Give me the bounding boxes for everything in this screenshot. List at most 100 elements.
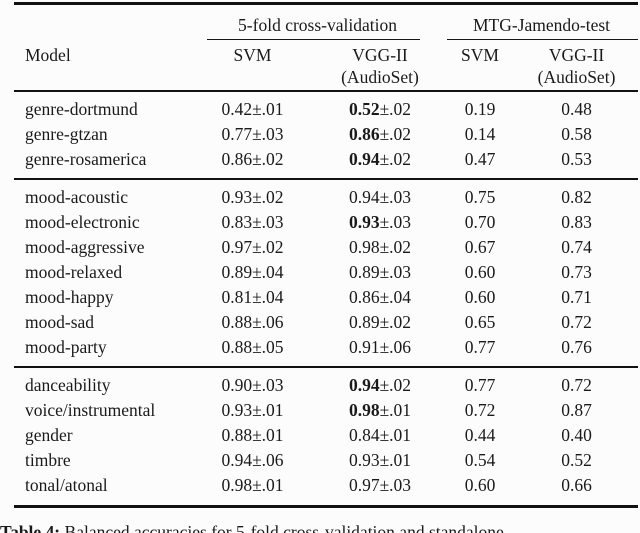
cell-test-svm: 0.44	[464, 425, 496, 445]
cell-test-vgg: 0.53	[561, 149, 592, 169]
col-header-test-vgg-line2: (AudioSet)	[537, 67, 616, 87]
row-label: mood-relaxed	[25, 262, 123, 282]
table-row: mood-party 0.88±.05 0.91±.06 0.77 0.76	[14, 335, 638, 367]
column-header-row: Model SVM VGG-II (AudioSet) SVM VGG-II (…	[14, 40, 639, 92]
value-mean: 0.93	[221, 400, 253, 420]
cell-test-vgg: 0.83	[561, 212, 592, 232]
cell-test-vgg: 0.72	[561, 312, 592, 332]
table-row: genre-rosamerica 0.86±.02 0.94±.02 0.47 0.53	[14, 147, 638, 179]
cell-test-svm: 0.72	[464, 400, 496, 420]
caption-text: Balanced accuracies for 5-fold cross-val…	[64, 522, 504, 533]
row-label: timbre	[25, 450, 71, 470]
row-label: danceability	[14, 366, 190, 398]
row-label: mood-aggressive	[25, 237, 145, 257]
col-header-cv-svm: SVM	[190, 40, 315, 92]
cell-cv-svm: 0.93±.02	[190, 178, 315, 210]
cell-test-vgg: 0.82	[515, 178, 639, 210]
col-header-cv-vgg: VGG-II (AudioSet)	[315, 40, 446, 92]
value-error: ±.01	[252, 475, 284, 495]
value-mean: 0.77	[221, 124, 253, 144]
value-mean: 0.98	[221, 475, 253, 495]
cell-cv-svm: 0.89±.04	[190, 260, 315, 285]
value-mean: 0.88	[221, 425, 253, 445]
col-header-test-vgg-line1: VGG-II	[548, 45, 605, 65]
col-header-model: Model	[14, 40, 190, 92]
value-error: ±.06	[252, 450, 284, 470]
value-error: ±.06	[252, 312, 284, 332]
cell-cv-vgg: 0.94±.03	[315, 178, 446, 210]
table-row: tonal/atonal 0.98±.01 0.97±.03 0.60 0.66	[14, 473, 639, 508]
cell-test-svm: 0.54	[464, 450, 496, 470]
value-error: ±.02	[379, 375, 412, 395]
value-mean: 0.90	[221, 375, 253, 395]
group-header-jamendo-label: MTG-Jamendo-test	[472, 15, 611, 35]
value-error: ±.01	[379, 450, 412, 470]
value-error: ±.06	[379, 337, 412, 357]
cell-cv-vgg: 0.84±.01	[315, 423, 445, 448]
table-row: timbre 0.94±.06 0.93±.01 0.54 0.52	[14, 448, 638, 473]
value-mean: 0.89	[221, 262, 253, 282]
cell-cv-vgg: 0.93±.03	[315, 210, 445, 235]
value-mean: 0.83	[221, 212, 253, 232]
row-label: tonal/atonal	[14, 473, 190, 508]
value-mean: 0.42	[221, 99, 253, 119]
value-error: ±.03	[379, 212, 412, 232]
cell-cv-vgg: 0.94±.02	[315, 147, 445, 179]
value-error: ±.03	[379, 187, 412, 207]
cell-test-vgg: 0.40	[561, 425, 592, 445]
cell-cv-svm: 0.88±.01	[190, 423, 315, 448]
row-label: genre-gtzan	[25, 124, 108, 144]
table-row: mood-sad 0.88±.06 0.89±.02 0.65 0.72	[14, 310, 638, 335]
value-mean: 0.88	[221, 337, 253, 357]
value-error: ±.02	[379, 99, 412, 119]
col-header-cv-vgg-line1: VGG-II	[352, 45, 408, 65]
value-mean: 0.94	[348, 149, 380, 169]
cell-cv-vgg: 0.89±.02	[315, 310, 445, 335]
row-label: gender	[25, 425, 73, 445]
table-row: genre-dortmund 0.42±.01 0.52±.02 0.19 0.48	[14, 91, 638, 122]
cell-test-vgg: 0.71	[561, 287, 592, 307]
table-header: 5-fold cross-validation MTG-Jamendo-test…	[14, 4, 639, 92]
value-error: ±.01	[379, 425, 412, 445]
cell-cv-svm: 0.77±.03	[190, 122, 315, 147]
value-error: ±.01	[252, 425, 284, 445]
table-group-2: mood-acoustic 0.93±.02 0.94±.03 0.75 0.82 moo…	[14, 178, 639, 367]
table-row: danceability 0.90±.03 0.94±.02 0.77 0.72	[14, 366, 639, 398]
col-header-test-svm: SVM	[445, 40, 516, 92]
table-row: mood-aggressive 0.97±.02 0.98±.02 0.67 0.74	[14, 235, 638, 260]
group-header-empty	[14, 4, 190, 41]
cell-test-vgg: 0.72	[515, 366, 639, 398]
group-header-cv: 5-fold cross-validation	[190, 4, 445, 40]
cell-test-vgg: 0.52	[561, 450, 592, 470]
value-mean: 0.97	[221, 237, 253, 257]
cell-test-svm: 0.60	[464, 262, 496, 282]
value-error: ±.02	[252, 237, 284, 257]
results-table-wrapper: 5-fold cross-validation MTG-Jamendo-test…	[14, 2, 639, 508]
value-mean: 0.94	[348, 375, 380, 395]
cmidrule-jamendo	[447, 39, 639, 40]
value-mean: 0.86	[221, 149, 253, 169]
table-row: mood-electronic 0.83±.03 0.93±.03 0.70 0.83	[14, 210, 638, 235]
value-mean: 0.86	[348, 287, 380, 307]
value-error: ±.02	[379, 149, 412, 169]
table-row: gender 0.88±.01 0.84±.01 0.44 0.40	[14, 423, 638, 448]
table-group-3: danceability 0.90±.03 0.94±.02 0.77 0.72 voic…	[14, 366, 639, 508]
value-error: ±.03	[379, 262, 412, 282]
cell-cv-vgg: 0.94±.02	[315, 366, 446, 398]
value-mean: 0.89	[348, 312, 380, 332]
cell-test-svm: 0.60	[445, 473, 516, 508]
results-table: 5-fold cross-validation MTG-Jamendo-test…	[14, 2, 639, 508]
value-mean: 0.98	[348, 400, 380, 420]
cell-cv-svm: 0.42±.01	[190, 91, 315, 122]
value-mean: 0.93	[348, 212, 380, 232]
value-error: ±.01	[379, 400, 412, 420]
cell-test-svm: 0.65	[464, 312, 496, 332]
cell-cv-svm: 0.93±.01	[190, 398, 315, 423]
cell-cv-vgg: 0.91±.06	[315, 335, 445, 367]
value-error: ±.01	[252, 400, 284, 420]
value-mean: 0.91	[348, 337, 380, 357]
cell-cv-svm: 0.98±.01	[190, 473, 315, 508]
cell-test-svm: 0.70	[464, 212, 496, 232]
group-header-row: 5-fold cross-validation MTG-Jamendo-test	[14, 4, 639, 41]
value-error: ±.03	[252, 212, 284, 232]
